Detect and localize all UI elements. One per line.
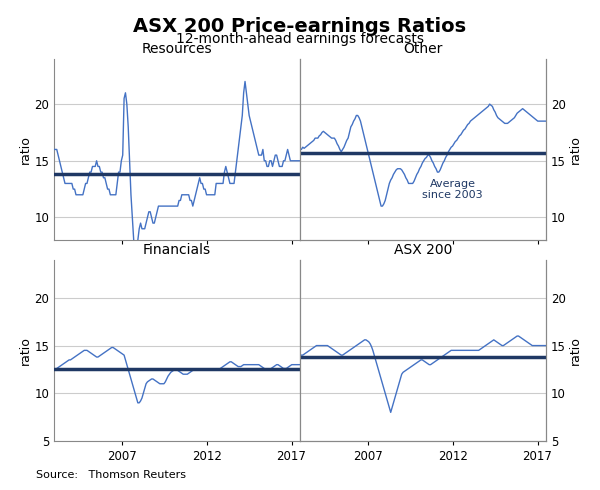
Text: ASX 200 Price-earnings Ratios: ASX 200 Price-earnings Ratios: [133, 17, 467, 36]
Y-axis label: ratio: ratio: [569, 336, 581, 365]
Title: Other: Other: [403, 42, 443, 56]
Title: Resources: Resources: [142, 42, 212, 56]
Title: ASX 200: ASX 200: [394, 243, 452, 257]
Title: Financials: Financials: [143, 243, 211, 257]
Y-axis label: ratio: ratio: [19, 135, 31, 164]
Text: 12-month-ahead earnings forecasts: 12-month-ahead earnings forecasts: [176, 32, 424, 46]
Text: Source:   Thomson Reuters: Source: Thomson Reuters: [36, 470, 186, 480]
Y-axis label: ratio: ratio: [569, 135, 581, 164]
Text: Average
since 2003: Average since 2003: [422, 178, 483, 200]
Y-axis label: ratio: ratio: [19, 336, 31, 365]
